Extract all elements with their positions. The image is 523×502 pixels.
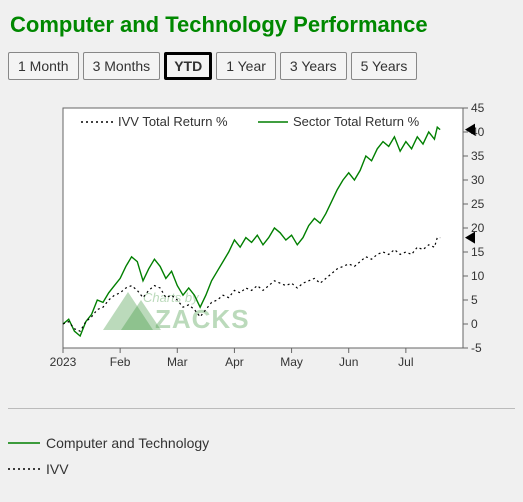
legend-label: IVV xyxy=(46,461,69,477)
divider xyxy=(8,408,515,409)
tab-5-years[interactable]: 5 Years xyxy=(351,52,418,80)
ytick-label: 0 xyxy=(471,317,478,331)
ytick-label: 15 xyxy=(471,245,485,259)
legend-label: Computer and Technology xyxy=(46,435,209,451)
legend-bottom: Computer and Technology IVV xyxy=(8,435,515,477)
xtick-label: Jun xyxy=(339,355,358,369)
ytick-label: 10 xyxy=(471,269,485,283)
ytick-label: 25 xyxy=(471,197,485,211)
xtick-label: Apr xyxy=(225,355,244,369)
legend-swatch xyxy=(8,437,40,449)
legend-swatch xyxy=(8,463,40,475)
xtick-label: Jul xyxy=(398,355,413,369)
legend-row: Computer and Technology xyxy=(8,435,515,451)
range-tabs: 1 Month3 MonthsYTD1 Year3 Years5 Years xyxy=(8,52,515,80)
watermark-text: ZACKS xyxy=(155,304,250,334)
tab-3-months[interactable]: 3 Months xyxy=(83,52,161,80)
end-marker-sector xyxy=(465,124,475,136)
xtick-label: May xyxy=(280,355,303,369)
xtick-label: 2023 xyxy=(50,355,77,369)
legend-label-sector: Sector Total Return % xyxy=(293,114,420,129)
xtick-label: Feb xyxy=(110,355,131,369)
page-title: Computer and Technology Performance xyxy=(10,12,515,38)
xtick-label: Mar xyxy=(167,355,188,369)
performance-chart: -50510152025303540452023FebMarAprMayJunJ… xyxy=(8,98,513,388)
tab-1-year[interactable]: 1 Year xyxy=(216,52,276,80)
tab-3-years[interactable]: 3 Years xyxy=(280,52,347,80)
ytick-label: 45 xyxy=(471,101,485,115)
tab-1-month[interactable]: 1 Month xyxy=(8,52,79,80)
ytick-label: -5 xyxy=(471,341,482,355)
legend-label-ivv: IVV Total Return % xyxy=(118,114,228,129)
tab-ytd[interactable]: YTD xyxy=(164,52,212,80)
legend-row: IVV xyxy=(8,461,515,477)
ytick-label: 35 xyxy=(471,149,485,163)
ytick-label: 5 xyxy=(471,293,478,307)
ytick-label: 30 xyxy=(471,173,485,187)
end-marker-ivv xyxy=(465,232,475,244)
